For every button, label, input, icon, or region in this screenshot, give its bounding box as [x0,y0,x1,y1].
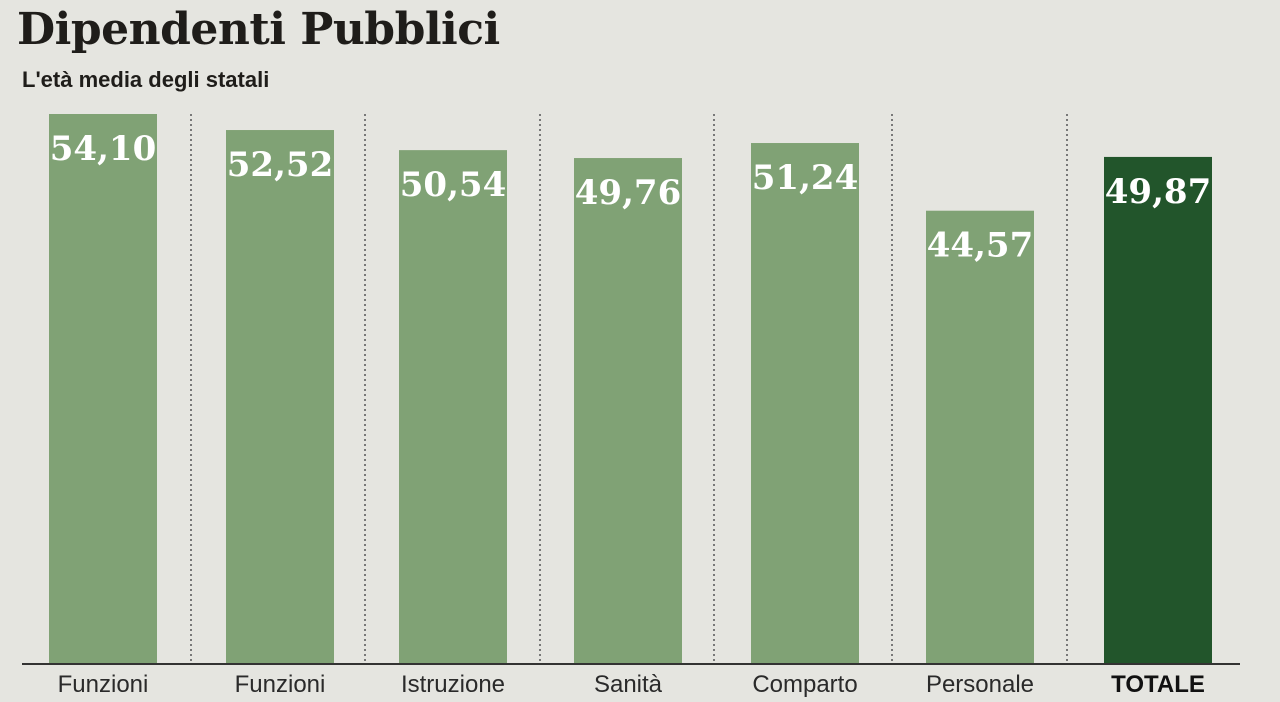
bar [751,143,859,663]
data-label: 54,10 [50,129,156,169]
x-tick-label: TOTALE [1111,671,1205,698]
data-label: 51,24 [752,158,858,198]
chart-subtitle: L'età media degli statali [22,67,270,92]
data-label: 49,87 [1105,172,1211,212]
bar-total [1104,156,1212,663]
x-tick-label: Funzioni [58,671,149,698]
data-label: 52,52 [227,145,333,185]
x-tick-label: Funzioni [235,671,326,698]
x-tick-label: Comparto [752,671,857,698]
x-tick-label: Personale [926,671,1034,698]
bar [574,158,682,663]
x-tick-label: Sanità [594,671,663,698]
bar [226,130,334,664]
chart-title: Dipendenti Pubblici [17,4,500,55]
data-label: 44,57 [927,226,1033,266]
bar [49,114,157,663]
x-tick-label: Istruzione [401,671,505,698]
data-label: 50,54 [400,165,506,205]
bar [399,150,507,663]
data-label: 49,76 [575,173,681,213]
bar [926,210,1034,664]
